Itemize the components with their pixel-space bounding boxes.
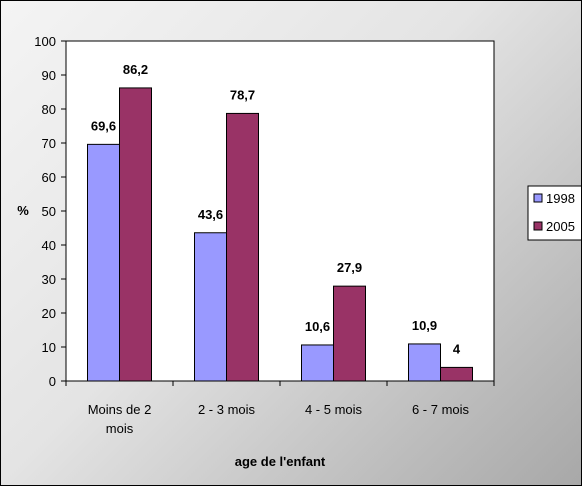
data-label-2005: 4: [453, 341, 461, 356]
bar-2005: [440, 366, 473, 382]
y-tick-label: 0: [49, 374, 56, 389]
data-label-1998: 69,6: [91, 118, 116, 133]
y-tick-label: 70: [42, 136, 56, 151]
data-label-2005: 78,7: [230, 87, 255, 102]
x-tick-label: 4 - 5 mois: [305, 402, 363, 417]
bar-2005: [333, 285, 366, 382]
x-tick-label: Moins de 2: [88, 402, 152, 417]
x-tick-label: 2 - 3 mois: [198, 402, 256, 417]
x-tick-label: 6 - 7 mois: [412, 402, 470, 417]
axis-layer: 0 10 20 30 40 50 60 70 80 90 100 Moins de 2 mois 2 - …: [34, 34, 495, 436]
y-tick-label: 50: [42, 204, 56, 219]
y-tick-label: 20: [42, 306, 56, 321]
x-tick-label: mois: [106, 421, 134, 436]
y-tick-label: 30: [42, 272, 56, 287]
bar-2005: [119, 87, 152, 382]
legend-label-1998: 1998: [546, 191, 575, 206]
legend-swatch-2005: [533, 221, 543, 231]
data-label-1998: 10,6: [305, 319, 330, 334]
data-label-1998: 43,6: [198, 207, 223, 222]
legend: 1998 2005: [527, 185, 581, 241]
bar-1998: [301, 344, 334, 382]
bar-2005: [226, 112, 259, 382]
legend-label-2005: 2005: [546, 219, 575, 234]
legend-swatch-1998: [533, 193, 543, 203]
y-tick-label: 60: [42, 170, 56, 185]
y-tick-label: 100: [34, 34, 56, 49]
bar-1998: [87, 143, 120, 382]
y-axis-title: %: [17, 203, 29, 218]
bar-1998: [194, 232, 227, 382]
x-axis-title: age de l'enfant: [235, 454, 326, 469]
bar-1998: [408, 343, 441, 382]
y-tick-label: 80: [42, 102, 56, 117]
y-tick-label: 90: [42, 68, 56, 83]
data-label-2005: 27,9: [337, 260, 362, 275]
data-label-1998: 10,9: [412, 318, 437, 333]
y-tick-label: 10: [42, 340, 56, 355]
y-tick-label: 40: [42, 238, 56, 253]
bars-layer: 69,6 43,6 10,6 10,9 86,2 78,7 27,9 4: [87, 62, 473, 382]
data-label-2005: 86,2: [123, 62, 148, 77]
